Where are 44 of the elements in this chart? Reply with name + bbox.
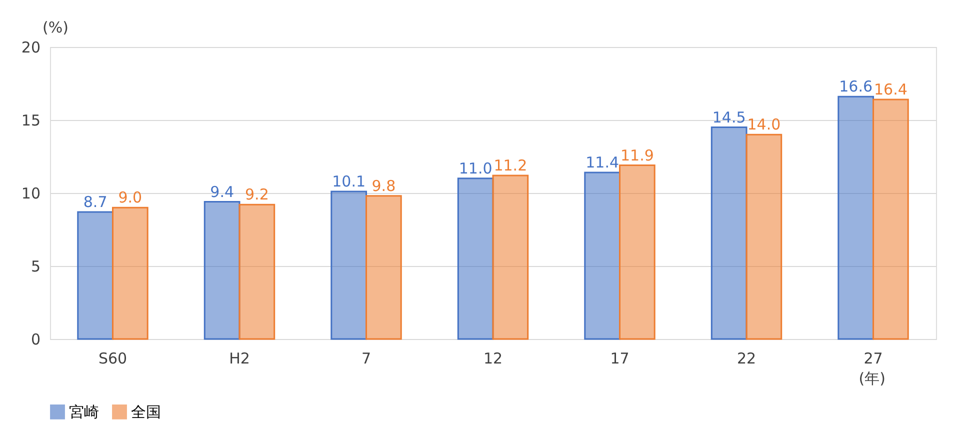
x-tick-label: 22 <box>736 350 756 368</box>
data-label: 14.5 <box>712 108 746 126</box>
bar <box>746 134 782 340</box>
x-tick-label: H2 <box>229 350 250 368</box>
x-axis-title: (年) <box>858 370 886 388</box>
data-label: 11.2 <box>494 156 528 174</box>
bar <box>77 211 114 340</box>
data-label: 14.0 <box>747 116 781 134</box>
bar <box>330 190 367 340</box>
data-label: 11.0 <box>458 159 492 178</box>
bar <box>457 178 494 340</box>
y-tick-label: 5 <box>30 258 40 276</box>
bar <box>619 164 656 340</box>
data-label: 16.6 <box>839 78 873 96</box>
data-label: 16.4 <box>874 80 908 99</box>
data-label: 9.2 <box>244 186 269 204</box>
bar <box>204 201 240 340</box>
bar <box>492 174 529 340</box>
bar <box>365 195 402 340</box>
bar <box>238 204 276 340</box>
data-label: 9.0 <box>118 188 142 207</box>
x-tick-label: 27 <box>864 350 883 368</box>
bar <box>872 98 909 340</box>
legend-label: 全国 <box>131 402 161 421</box>
data-label: 9.8 <box>372 176 396 195</box>
y-axis-title: (%) <box>42 18 68 36</box>
bar <box>838 96 874 340</box>
y-tick-label: 15 <box>21 112 40 130</box>
data-label: 8.7 <box>83 192 108 211</box>
data-label: 9.4 <box>210 182 234 201</box>
data-label: 11.4 <box>586 154 620 172</box>
x-tick-label: 7 <box>361 350 372 368</box>
x-tick-label: 12 <box>483 350 503 368</box>
data-label: 10.1 <box>332 172 366 191</box>
data-label: 11.9 <box>620 146 654 164</box>
y-tick-label: 10 <box>21 184 40 202</box>
bar <box>112 206 148 340</box>
y-tick-label: 20 <box>21 38 40 56</box>
y-tick-label: 0 <box>30 330 40 348</box>
x-tick-label: S60 <box>98 350 128 368</box>
bar <box>710 126 748 340</box>
legend-label: 宮崎 <box>69 402 99 421</box>
x-tick-label: 17 <box>610 350 630 368</box>
bar <box>584 172 621 340</box>
